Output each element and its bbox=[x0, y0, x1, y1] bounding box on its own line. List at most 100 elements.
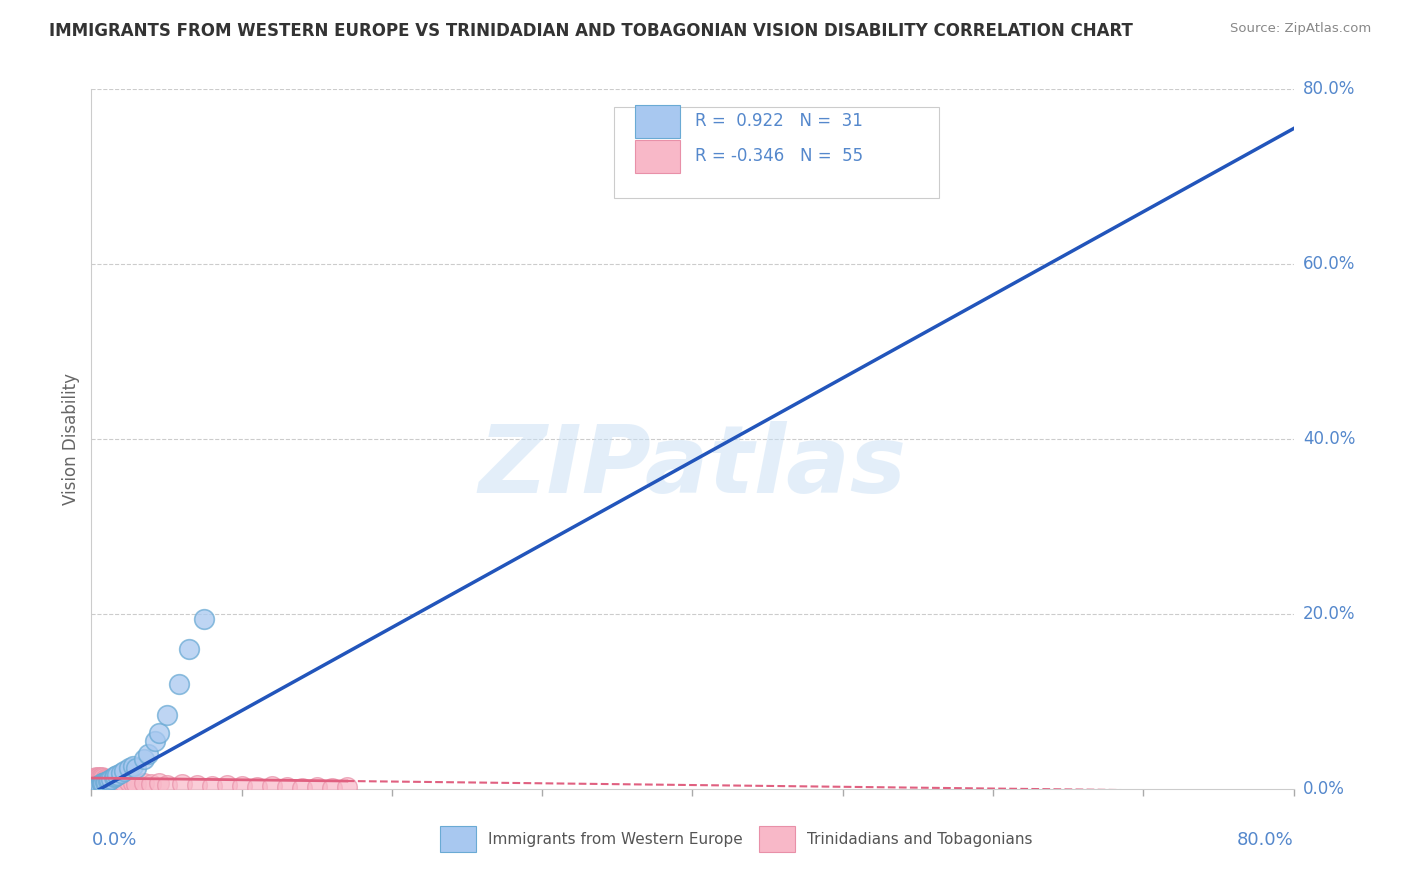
Point bbox=[89, 778, 111, 792]
Y-axis label: Vision Disability: Vision Disability bbox=[62, 374, 80, 505]
Point bbox=[125, 777, 148, 791]
Point bbox=[170, 777, 193, 791]
Point bbox=[831, 152, 853, 166]
Point bbox=[100, 772, 122, 787]
FancyBboxPatch shape bbox=[440, 826, 477, 853]
Point bbox=[94, 773, 117, 788]
Point bbox=[114, 764, 136, 778]
Text: 0.0%: 0.0% bbox=[91, 831, 136, 849]
Point bbox=[110, 775, 132, 789]
FancyBboxPatch shape bbox=[614, 107, 939, 198]
Point bbox=[103, 770, 125, 784]
Point bbox=[96, 774, 118, 789]
Point bbox=[104, 775, 127, 789]
Point bbox=[122, 776, 145, 790]
Point bbox=[291, 780, 314, 795]
Point bbox=[186, 778, 208, 792]
Point bbox=[93, 774, 115, 789]
Point bbox=[86, 771, 108, 785]
Point bbox=[260, 779, 283, 793]
Point bbox=[86, 774, 108, 789]
Point bbox=[148, 725, 170, 739]
Point bbox=[96, 772, 118, 787]
Point bbox=[93, 772, 115, 787]
Point bbox=[155, 778, 177, 792]
Text: R = -0.346   N =  55: R = -0.346 N = 55 bbox=[695, 147, 863, 165]
Point bbox=[83, 771, 105, 785]
Point bbox=[97, 773, 120, 788]
Point bbox=[82, 772, 104, 786]
Point bbox=[83, 772, 105, 787]
Point bbox=[86, 780, 108, 794]
Point bbox=[93, 776, 115, 790]
Point bbox=[141, 777, 163, 791]
Point bbox=[100, 772, 122, 786]
Point bbox=[94, 772, 117, 786]
Point bbox=[90, 772, 112, 786]
Text: 20.0%: 20.0% bbox=[1303, 606, 1355, 624]
Point bbox=[90, 773, 112, 788]
Text: Source: ZipAtlas.com: Source: ZipAtlas.com bbox=[1230, 22, 1371, 36]
Text: IMMIGRANTS FROM WESTERN EUROPE VS TRINIDADIAN AND TOBAGONIAN VISION DISABILITY C: IMMIGRANTS FROM WESTERN EUROPE VS TRINID… bbox=[49, 22, 1133, 40]
Point bbox=[89, 774, 111, 789]
Point bbox=[82, 773, 104, 788]
Text: 80.0%: 80.0% bbox=[1237, 831, 1294, 849]
Text: 60.0%: 60.0% bbox=[1303, 255, 1355, 273]
Text: R =  0.922   N =  31: R = 0.922 N = 31 bbox=[695, 112, 863, 130]
Point bbox=[118, 761, 141, 775]
Point bbox=[193, 612, 215, 626]
Point bbox=[143, 734, 166, 748]
Point bbox=[90, 776, 112, 790]
Point bbox=[87, 773, 110, 788]
Point bbox=[83, 780, 105, 795]
Point bbox=[84, 780, 107, 794]
Point bbox=[246, 780, 269, 794]
Text: ZIPatlas: ZIPatlas bbox=[478, 421, 907, 513]
FancyBboxPatch shape bbox=[759, 826, 794, 853]
Point bbox=[94, 775, 117, 789]
FancyBboxPatch shape bbox=[634, 104, 681, 138]
Text: 0.0%: 0.0% bbox=[1303, 780, 1346, 798]
Point bbox=[86, 772, 108, 787]
Text: 80.0%: 80.0% bbox=[1303, 80, 1355, 98]
Point bbox=[155, 708, 177, 723]
Point bbox=[321, 780, 343, 795]
Point bbox=[110, 765, 132, 780]
Point bbox=[103, 774, 125, 789]
Point bbox=[148, 776, 170, 790]
Point bbox=[84, 772, 107, 786]
Point bbox=[118, 775, 141, 789]
Point bbox=[105, 768, 128, 782]
Point bbox=[90, 770, 112, 784]
Point bbox=[305, 780, 328, 794]
Point bbox=[87, 770, 110, 784]
Point bbox=[114, 776, 136, 790]
Point bbox=[98, 774, 121, 789]
Point bbox=[177, 642, 200, 657]
Point bbox=[125, 760, 148, 774]
Point bbox=[84, 770, 107, 784]
Point bbox=[107, 774, 129, 789]
Point bbox=[122, 759, 145, 773]
Point bbox=[97, 773, 120, 788]
Point bbox=[96, 774, 118, 789]
Point bbox=[104, 769, 127, 783]
Point bbox=[201, 779, 224, 793]
Text: Trinidadians and Tobagonians: Trinidadians and Tobagonians bbox=[807, 831, 1032, 847]
Point bbox=[87, 772, 110, 786]
Text: Immigrants from Western Europe: Immigrants from Western Europe bbox=[488, 831, 742, 847]
Text: 40.0%: 40.0% bbox=[1303, 430, 1355, 449]
Point bbox=[167, 677, 190, 691]
Point bbox=[83, 774, 105, 789]
Point bbox=[87, 779, 110, 793]
Point bbox=[90, 777, 112, 791]
Point bbox=[89, 771, 111, 785]
Point bbox=[87, 778, 110, 792]
Point bbox=[84, 773, 107, 788]
Point bbox=[132, 776, 155, 790]
Point bbox=[98, 772, 121, 787]
Point bbox=[89, 772, 111, 787]
Point bbox=[336, 780, 359, 794]
Point bbox=[132, 752, 155, 766]
Point bbox=[276, 780, 298, 794]
